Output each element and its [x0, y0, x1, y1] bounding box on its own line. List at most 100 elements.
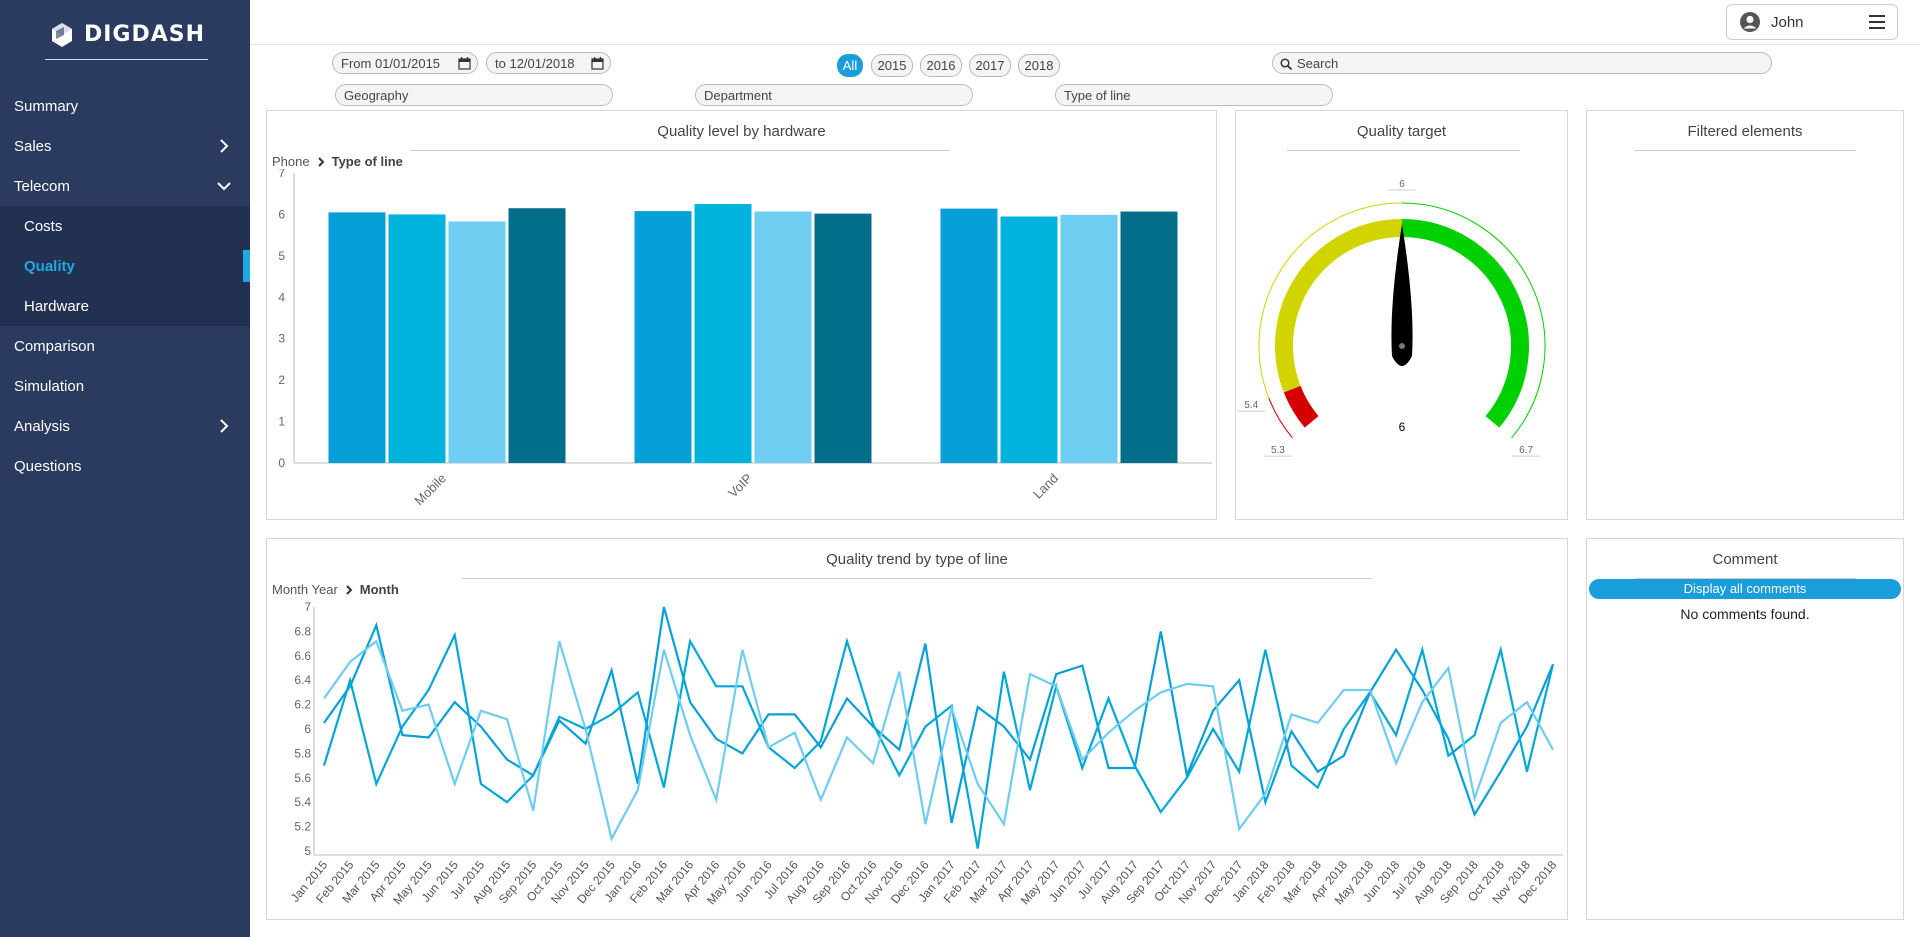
- hamburger-menu-icon[interactable]: [1869, 15, 1885, 29]
- sidebar-item-label: Costs: [24, 217, 63, 235]
- logo-text: DIGDASH: [83, 22, 206, 47]
- year-filter-2017[interactable]: 2017: [969, 54, 1011, 77]
- bar: [940, 208, 998, 463]
- y-tick-label: 5.2: [294, 820, 311, 834]
- sidebar-nav: Summary Sales Telecom Costs Quality Hard…: [0, 86, 250, 486]
- sidebar-item-sales[interactable]: Sales: [0, 126, 250, 166]
- y-tick-label: 6.2: [294, 698, 311, 712]
- sidebar-item-label: Summary: [14, 97, 79, 115]
- y-tick-label: 5.4: [294, 795, 311, 809]
- bar: [694, 204, 752, 464]
- year-filter-2018[interactable]: 2018: [1018, 54, 1060, 77]
- date-to-label: to: [495, 55, 506, 71]
- breadcrumb-root[interactable]: Phone: [272, 154, 310, 169]
- type-of-line-filter-label: Type of line: [1064, 87, 1131, 103]
- bar: [634, 211, 692, 463]
- y-tick-label: 0: [278, 456, 285, 470]
- gauge-band: [1275, 219, 1403, 393]
- bar: [328, 212, 386, 463]
- search-placeholder: Search: [1297, 55, 1339, 71]
- calendar-icon[interactable]: [458, 57, 471, 70]
- title-underline: [1287, 150, 1520, 151]
- y-tick-label: 6.6: [294, 649, 311, 663]
- gauge-outer-band: [1268, 398, 1293, 439]
- date-to-field[interactable]: to 12/01/2018: [486, 52, 611, 74]
- gauge-tick-label: 5.3: [1271, 445, 1285, 456]
- hardware-chart-panel: Quality level by hardware Phone Type of …: [266, 110, 1217, 520]
- sidebar-item-analysis[interactable]: Analysis: [0, 406, 250, 446]
- trend-chart-panel: Quality trend by type of line Month Year…: [266, 538, 1568, 920]
- title-underline: [462, 578, 1372, 579]
- title-underline: [410, 150, 950, 151]
- year-filter-all[interactable]: All: [837, 54, 863, 77]
- sidebar-item-label: Comparison: [14, 337, 95, 355]
- breadcrumb-current: Month: [359, 582, 399, 597]
- sidebar-item-questions[interactable]: Questions: [0, 446, 250, 486]
- gauge-band: [1401, 219, 1529, 428]
- app-logo[interactable]: DIGDASH: [45, 10, 208, 60]
- quality-target-panel: Quality target 5.3 5.4 6 6.7 6: [1235, 110, 1568, 520]
- y-tick-label: 2: [278, 373, 285, 387]
- y-tick-label: 5.8: [294, 746, 311, 760]
- digdash-logo-icon: [51, 22, 72, 47]
- sidebar-item-quality[interactable]: Quality: [0, 246, 250, 286]
- bar: [1120, 211, 1178, 463]
- panel-title: Filtered elements: [1687, 123, 1803, 140]
- sidebar-item-costs[interactable]: Costs: [0, 206, 250, 246]
- gauge-tick-label: 6: [1399, 179, 1405, 190]
- calendar-icon[interactable]: [591, 57, 604, 70]
- sidebar-item-label: Telecom: [14, 177, 70, 195]
- x-tick-label: Land: [1030, 471, 1061, 502]
- sidebar: DIGDASH Summary Sales Telecom Costs Qual…: [0, 0, 250, 937]
- sidebar-item-simulation[interactable]: Simulation: [0, 366, 250, 406]
- sidebar-item-hardware[interactable]: Hardware: [0, 286, 250, 326]
- year-filter-2016[interactable]: 2016: [920, 54, 962, 77]
- y-tick-label: 7: [278, 169, 285, 180]
- year-filter-2015[interactable]: 2015: [871, 54, 913, 77]
- breadcrumb[interactable]: Phone Type of line: [272, 154, 403, 169]
- user-menu[interactable]: John: [1726, 4, 1898, 40]
- user-avatar-icon: [1740, 12, 1760, 32]
- y-tick-label: 4: [278, 290, 285, 304]
- sidebar-item-telecom[interactable]: Telecom: [0, 166, 250, 206]
- y-tick-label: 7: [304, 600, 311, 614]
- sidebar-item-label: Simulation: [14, 377, 85, 395]
- date-from-value: 01/01/2015: [374, 55, 441, 71]
- display-all-comments-button[interactable]: Display all comments: [1589, 579, 1901, 599]
- gauge-outer-band: [1401, 202, 1546, 439]
- panel-title: Comment: [1712, 551, 1778, 568]
- sidebar-item-label: Sales: [14, 137, 52, 155]
- type-of-line-filter[interactable]: Type of line: [1055, 84, 1333, 106]
- department-filter-label: Department: [704, 87, 772, 103]
- y-tick-label: 3: [278, 332, 285, 346]
- search-input[interactable]: Search: [1272, 52, 1772, 74]
- geography-filter-label: Geography: [344, 87, 409, 103]
- bar-chart: 0 1 2 3 4 5 6 7 Mobile VoIP Land: [278, 169, 1212, 508]
- sidebar-item-label: Hardware: [24, 297, 90, 315]
- bar: [754, 211, 812, 463]
- gauge-tick-label: 5.4: [1244, 400, 1258, 411]
- panel-title: Quality target: [1356, 123, 1447, 140]
- top-bar: John: [250, 0, 1920, 45]
- date-from-field[interactable]: From 01/01/2015: [332, 52, 478, 74]
- comment-panel: Comment Display all comments No comments…: [1586, 538, 1904, 920]
- bar: [814, 213, 872, 463]
- sidebar-item-comparison[interactable]: Comparison: [0, 326, 250, 366]
- chevron-right-icon: [220, 139, 229, 153]
- panel-title: Quality level by hardware: [657, 123, 826, 140]
- date-to-value: 12/01/2018: [509, 55, 575, 71]
- title-underline: [1635, 150, 1856, 151]
- gauge-value-label: 6: [1399, 420, 1406, 434]
- y-tick-label: 6: [278, 207, 285, 221]
- sidebar-item-summary[interactable]: Summary: [0, 86, 250, 126]
- series-line: [323, 639, 1554, 842]
- no-comments-text: No comments found.: [1680, 606, 1810, 622]
- breadcrumb-root[interactable]: Month Year: [272, 582, 338, 597]
- y-tick-label: 6.4: [294, 673, 311, 687]
- department-filter[interactable]: Department: [695, 84, 973, 106]
- bar: [1000, 216, 1058, 463]
- breadcrumb[interactable]: Month Year Month: [272, 582, 399, 597]
- y-tick-label: 1: [278, 415, 285, 429]
- geography-filter[interactable]: Geography: [335, 84, 613, 106]
